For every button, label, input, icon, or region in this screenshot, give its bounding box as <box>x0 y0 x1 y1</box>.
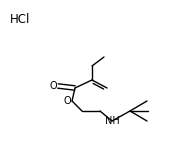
Text: HCl: HCl <box>10 13 30 26</box>
Text: NH: NH <box>105 116 119 126</box>
Text: O: O <box>63 96 71 106</box>
Text: O: O <box>49 81 57 91</box>
